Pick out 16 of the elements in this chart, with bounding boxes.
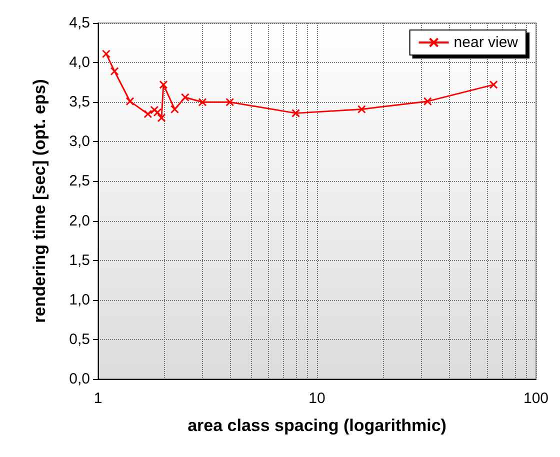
y-tick-label: 2,0 <box>69 212 90 230</box>
x-axis-title: area class spacing (logarithmic) <box>188 416 446 435</box>
x-tick-label: 10 <box>308 390 326 407</box>
y-tick-label: 0,0 <box>69 370 90 388</box>
y-tick-label: 4,0 <box>69 54 90 72</box>
x-tick-label: 100 <box>523 390 549 407</box>
y-tick-label: 0,5 <box>69 330 90 348</box>
y-tick-label: 1,5 <box>69 252 90 269</box>
y-tick-label: 3,5 <box>69 94 90 111</box>
y-tick-label: 4,5 <box>69 14 90 32</box>
y-tick-label: 1,0 <box>69 291 90 308</box>
legend-label: near view <box>454 34 518 51</box>
y-tick-label: 2,5 <box>69 172 90 190</box>
y-axis-title: rendering time [sec] (opt. eps) <box>30 79 49 323</box>
x-tick-label: 1 <box>94 390 102 407</box>
y-tick-label: 3,0 <box>69 133 90 150</box>
